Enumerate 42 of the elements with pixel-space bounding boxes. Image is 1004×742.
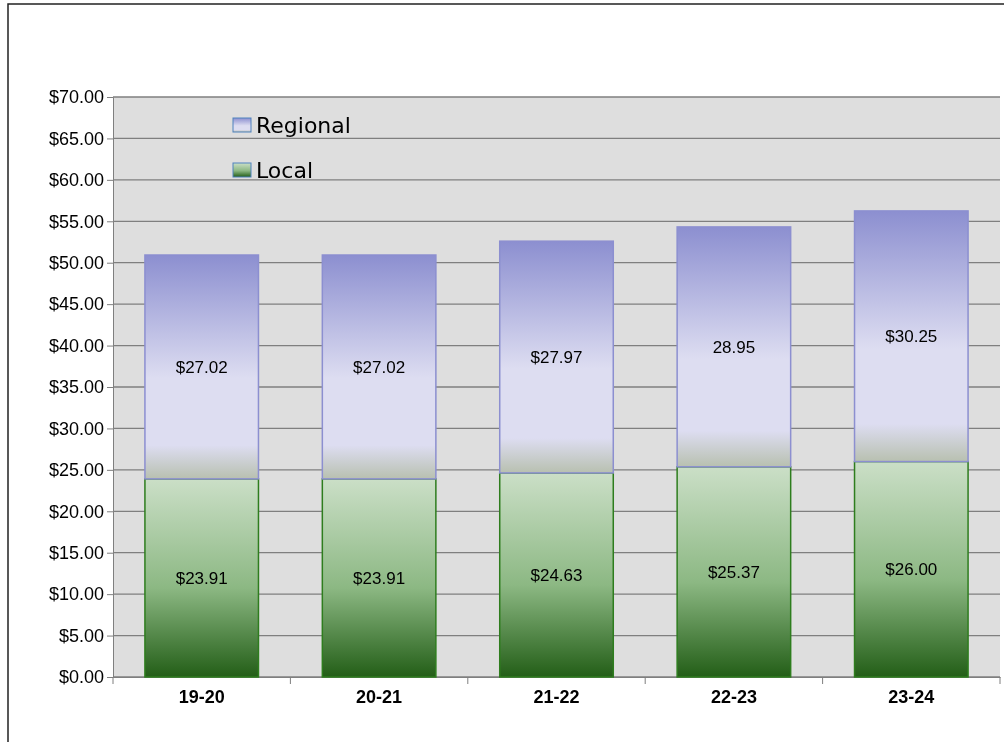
y-tick-label: $20.00 [48,501,104,522]
y-tick-label: $60.00 [48,170,104,191]
bar [144,254,260,480]
y-tick-label: $40.00 [48,335,104,356]
data-label: $27.97 [530,348,583,368]
y-tick-label: $55.00 [48,211,104,232]
data-label: $26.00 [885,560,938,580]
x-tick-label: 19-20 [178,687,225,708]
bar [853,210,969,463]
bar [144,478,260,678]
data-label: $23.91 [353,568,406,588]
y-tick-label: $35.00 [48,377,104,398]
legend-label: Local [256,158,314,183]
bar [498,472,615,678]
data-label: $27.02 [175,357,228,377]
data-label: $24.63 [530,565,583,585]
y-tick-label: $30.00 [48,418,104,439]
y-tick-label: $0.00 [58,667,104,688]
data-label: $30.25 [885,327,938,347]
data-label: 28.95 [712,337,756,357]
y-tick-label: $25.00 [48,460,104,481]
data-label: $25.37 [707,562,760,582]
bar [676,226,792,468]
y-tick-label: $5.00 [58,625,104,646]
legend-label: Regional [256,113,351,138]
y-tick-label: $70.00 [48,87,104,108]
bar [676,466,792,678]
bar [853,460,969,678]
y-tick-label: $15.00 [48,542,104,563]
data-label: $27.02 [353,357,406,377]
y-tick-label: $65.00 [48,128,104,149]
y-tick-label: $50.00 [48,252,104,273]
bar [498,240,615,474]
y-tick-label: $45.00 [48,294,104,315]
bar [321,254,437,480]
x-tick-label: 23-24 [888,687,935,708]
x-tick-label: 21-22 [533,687,580,708]
y-tick-label: $10.00 [48,584,104,605]
data-label: $23.91 [175,568,228,588]
x-tick-label: 22-23 [710,687,757,708]
bar [321,478,437,678]
x-tick-label: 20-21 [356,687,403,708]
